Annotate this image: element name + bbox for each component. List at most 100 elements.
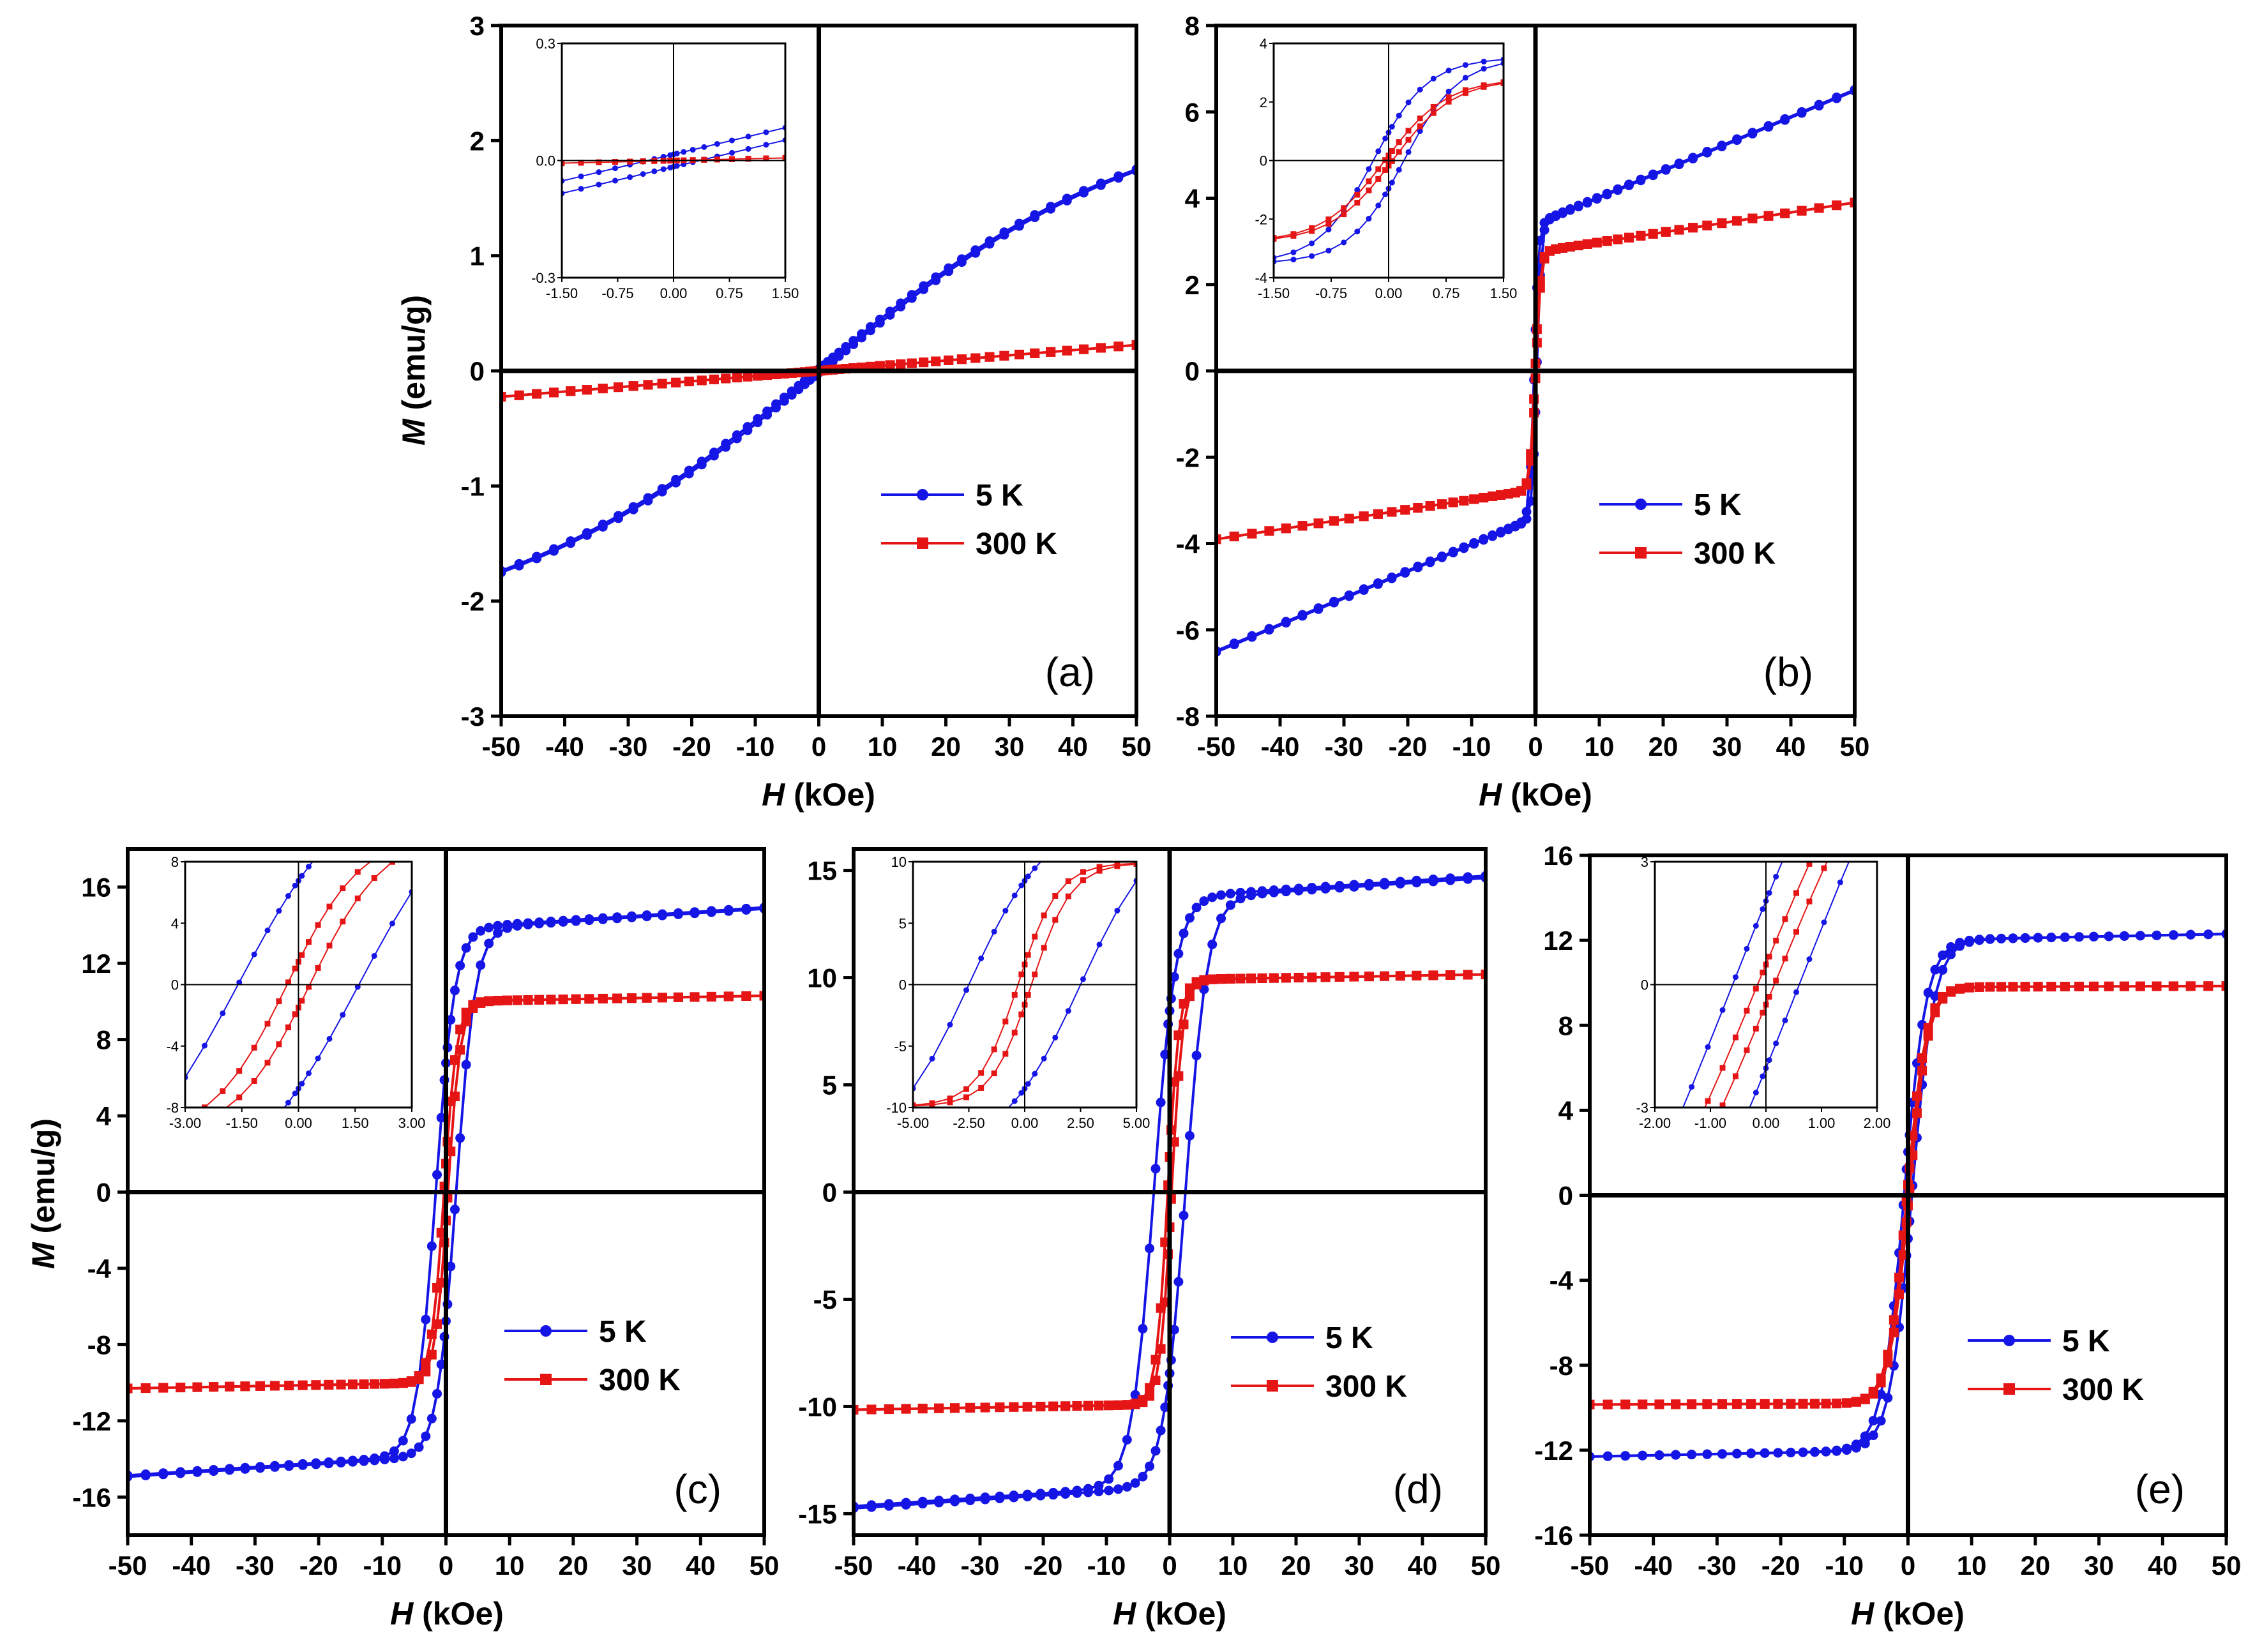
panel-b-5k-point <box>1521 507 1532 517</box>
panel-d-300k-point <box>1191 979 1202 989</box>
panel-b-300k-markers <box>1216 197 1855 544</box>
panel-d-300k-point <box>1072 1401 1082 1411</box>
panel-c-300k-point <box>406 1377 416 1387</box>
panel-e-300k-point <box>1912 1108 1922 1118</box>
panel-d-xtick-label: -50 <box>834 1551 873 1581</box>
panel-e-5k-point <box>2060 932 2070 942</box>
panel-d-inset-5k-point <box>1011 1098 1018 1104</box>
panel-a-300k-point <box>671 377 681 387</box>
panel-c-5k-point <box>192 1467 202 1477</box>
panel-c-xtick-label: 20 <box>559 1551 589 1581</box>
panel-c-inset-5k-point <box>236 1149 242 1155</box>
panel-d-300k-point <box>1150 1375 1161 1385</box>
panel-b-300k-point <box>1850 197 1855 207</box>
panel-c-5k-point <box>741 905 751 915</box>
panel-e-inset-xtick-label: -1.00 <box>1694 1115 1726 1131</box>
panel-e-5k-point <box>1938 965 1948 975</box>
panel-c-inset-300k-point <box>236 1094 243 1100</box>
panel-b-inset-5k-point <box>1396 167 1402 173</box>
panel-b-5k-point <box>1344 591 1354 601</box>
panel-b-5k-point <box>1359 585 1369 595</box>
panel-c-inset-300k-point <box>220 1088 226 1094</box>
panel-a-inset-5k-point <box>763 129 769 135</box>
panel-b-300k-point <box>1373 509 1383 519</box>
panel-d-ytick-label: -15 <box>798 1499 837 1529</box>
panel-a-300k-point <box>743 372 753 382</box>
panel-c-5k-point <box>449 1205 460 1215</box>
panel-d-5k-point <box>1150 1446 1161 1456</box>
panel-c-300k-point <box>192 1382 202 1392</box>
panel-e-inset-300k-point <box>1719 1102 1726 1108</box>
panel-c-inset-5k-point <box>305 864 312 870</box>
panel-d-inset-5k-curve <box>913 862 1136 1108</box>
panel-b-legend-label: 300 K <box>1694 537 1776 571</box>
panel-b-300k-point <box>1624 232 1634 243</box>
panel-d-5k-point <box>1130 1390 1140 1400</box>
panel-c-xtick-label: -20 <box>299 1551 338 1581</box>
panel-b-5k-point <box>1814 101 1824 111</box>
panel-b-inset-300k-point <box>1354 191 1361 198</box>
panel-e-inset-300k-point <box>1705 1098 1711 1104</box>
panel-b-inset-300k-point <box>1309 228 1315 234</box>
panel-d-5k-point <box>1160 1049 1170 1060</box>
panel-e-xtick-label: -20 <box>1761 1551 1800 1581</box>
panel-e-inset-5k-point <box>1744 945 1750 952</box>
panel-e-inset-xtick-label: 1.00 <box>1808 1115 1836 1131</box>
panel-d-300k-point <box>1150 1355 1161 1365</box>
panel-e-5k-point <box>1964 937 1974 947</box>
panel-d-ytick-label: 5 <box>822 1070 837 1100</box>
panel-d-300k-point <box>1395 971 1405 981</box>
panel-c-5k-point <box>493 920 503 931</box>
panel-d-inset-300k-point <box>1018 1011 1025 1017</box>
panel-c-5k-point <box>455 1133 465 1143</box>
panel-a-5k-point <box>582 530 592 540</box>
panel-c-ylabel-units: (emu/g) <box>26 1118 61 1242</box>
panel-b-5k-point <box>1535 236 1545 246</box>
panel-c-5k-point <box>389 1446 399 1456</box>
panel-d-inset-5k-point <box>978 955 984 961</box>
panel-c-inset-xtick-label: 3.00 <box>398 1115 426 1131</box>
panel-c-300k-point <box>128 1383 133 1393</box>
panel-e-300k-point <box>1930 1007 1940 1017</box>
panel-c-inset-300k-point <box>340 919 346 925</box>
panel-d-inset-5k-point <box>930 1145 935 1150</box>
panel-c-300k-point <box>436 1278 446 1288</box>
panel-a-5k-point <box>614 513 624 523</box>
panel-e-inset-5k-point <box>1773 873 1779 880</box>
panel-d-ytick-label: 15 <box>807 856 837 886</box>
panel-b-inset-300k-point <box>1375 166 1382 172</box>
panel-d-5k-point <box>1113 1461 1123 1471</box>
panel-c-inset-5k-point <box>183 1176 188 1182</box>
panel-b-inset-5k-point <box>1366 166 1372 172</box>
panel-e-5k-point <box>1798 1447 1808 1457</box>
panel-a-panel-label: (a) <box>1045 649 1095 695</box>
panel-e-300k-point <box>2203 981 2214 991</box>
panel-c-300k-point <box>158 1383 169 1393</box>
panel-c-inset-300k-point <box>285 979 292 986</box>
panel-d-inset-5k-point <box>1041 855 1047 861</box>
panel-e-300k-point <box>1731 1399 1742 1409</box>
panel-d-5k-point <box>1257 889 1267 899</box>
panel-d-5k-point <box>1122 1434 1132 1445</box>
panel-d-inset-300k-point <box>991 1046 997 1053</box>
panel-e-inset-5k-point <box>1793 826 1799 832</box>
panel-d-5k-point <box>1225 889 1235 899</box>
panel-b-inset-300k-point <box>1325 221 1332 227</box>
panel-e-300k-point <box>2135 981 2145 991</box>
panel-d-inset-300k-point <box>1041 945 1047 951</box>
panel-e-5k-point <box>1955 941 1965 951</box>
panel-a-5k-point <box>857 333 867 343</box>
panel-d-ytick-label: 10 <box>807 963 837 993</box>
panel-c-inset-5k-point <box>285 893 292 899</box>
panel-a-300k-point <box>1046 347 1056 357</box>
panel-a-300k-point <box>1030 348 1040 358</box>
panel-b-inset-300k-point <box>1341 211 1347 218</box>
panel-c-inset-5k-point <box>236 979 243 986</box>
panel-e-inset-5k-point <box>1806 797 1812 803</box>
panel-a-inset-300k-point <box>782 154 785 161</box>
panel-d-inset-5k-point <box>910 1147 916 1153</box>
panel-d-5k-point <box>1199 984 1209 995</box>
panel-a-5k-point <box>721 442 731 452</box>
panel-e-5k-point <box>1832 1446 1842 1456</box>
panel-c-5k-point <box>380 1454 390 1464</box>
